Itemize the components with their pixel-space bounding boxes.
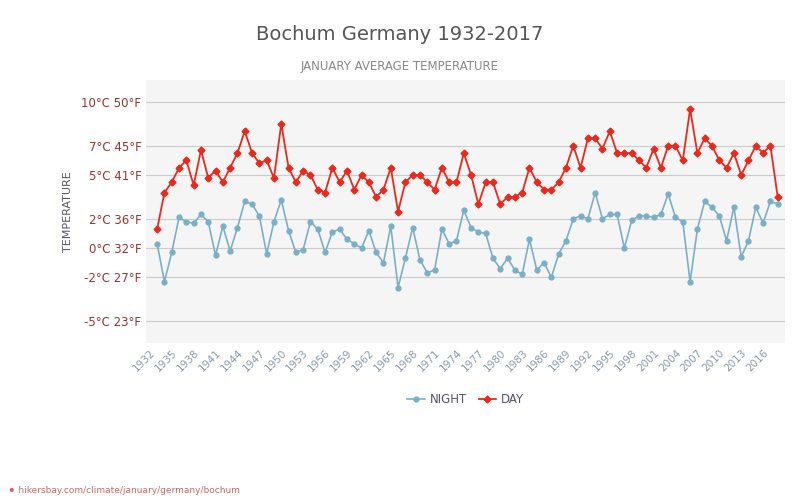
NIGHT [394, 284, 403, 290]
NIGHT [152, 240, 162, 246]
NIGHT [693, 226, 702, 232]
NIGHT [590, 190, 600, 196]
NIGHT [182, 219, 191, 225]
NIGHT [218, 223, 228, 229]
NIGHT [459, 207, 469, 213]
Line: NIGHT: NIGHT [154, 190, 780, 290]
DAY [627, 150, 637, 156]
DAY [452, 180, 462, 186]
DAY [678, 158, 687, 164]
NIGHT [773, 201, 782, 207]
Legend: NIGHT, DAY: NIGHT, DAY [402, 388, 529, 411]
DAY [686, 106, 695, 112]
DAY [182, 158, 191, 164]
Text: JANUARY AVERAGE TEMPERATURE: JANUARY AVERAGE TEMPERATURE [301, 60, 499, 73]
DAY [167, 180, 177, 186]
DAY [773, 194, 782, 200]
Text: ⚫ hikersbay.com/climate/january/germany/bochum: ⚫ hikersbay.com/climate/january/germany/… [8, 486, 240, 495]
NIGHT [642, 213, 651, 219]
Line: DAY: DAY [154, 107, 780, 232]
NIGHT [167, 250, 177, 256]
DAY [152, 226, 162, 232]
DAY [218, 180, 228, 186]
Y-axis label: TEMPERATURE: TEMPERATURE [63, 171, 73, 252]
Text: Bochum Germany 1932-2017: Bochum Germany 1932-2017 [256, 25, 544, 44]
